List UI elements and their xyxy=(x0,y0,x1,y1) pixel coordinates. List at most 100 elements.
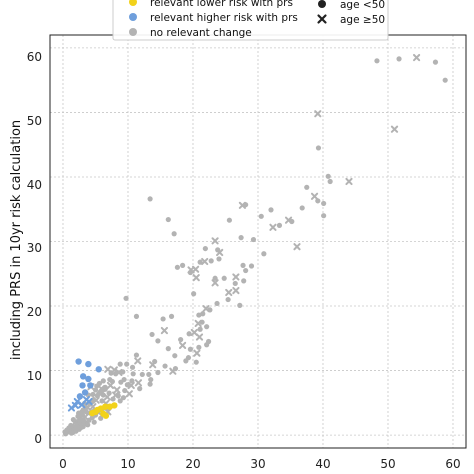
data-point-age-under-50 xyxy=(174,264,180,270)
data-point-age-under-50 xyxy=(147,196,153,202)
data-point-age-under-50 xyxy=(168,313,175,319)
data-point-age-under-50 xyxy=(95,366,102,373)
x-tick-label: 60 xyxy=(445,457,460,471)
data-point-age-under-50 xyxy=(106,403,114,410)
data-point-age-under-50 xyxy=(148,376,154,383)
data-point-age-under-50 xyxy=(121,376,127,383)
data-point-age-under-50 xyxy=(315,145,322,151)
data-point-age-under-50 xyxy=(191,291,197,297)
data-point-age-under-50 xyxy=(124,382,130,388)
data-point-age-under-50 xyxy=(117,361,123,367)
y-tick-label: 10 xyxy=(27,369,42,383)
data-point-age-under-50 xyxy=(226,217,232,223)
data-point-age-under-50 xyxy=(75,413,81,419)
data-point-age-under-50 xyxy=(196,312,202,318)
data-point-age-under-50 xyxy=(113,371,119,377)
data-point-age-under-50 xyxy=(85,375,92,383)
y-tick-label: 60 xyxy=(27,50,42,64)
data-point-age-under-50 xyxy=(237,302,243,308)
data-point-age-under-50 xyxy=(133,313,140,319)
data-point-age-under-50 xyxy=(232,280,238,287)
data-point-age-under-50 xyxy=(248,263,255,269)
data-point-age-under-50 xyxy=(75,358,82,365)
data-point-age-under-50 xyxy=(70,417,76,423)
data-point-age-under-50 xyxy=(187,269,193,276)
data-point-age-under-50 xyxy=(79,382,86,389)
data-point-age-under-50 xyxy=(171,231,177,237)
data-point-age-under-50 xyxy=(212,275,218,281)
data-point-age-under-50 xyxy=(91,419,97,425)
legend-marker-age-under-50 xyxy=(318,0,326,8)
data-point-age-under-50 xyxy=(243,267,249,274)
data-point-age-under-50 xyxy=(299,205,305,211)
data-point-age-under-50 xyxy=(197,326,203,332)
data-point-age-under-50 xyxy=(79,373,87,380)
legend-label-no-change: no relevant change xyxy=(150,27,252,39)
data-point-age-under-50 xyxy=(137,386,143,392)
data-point-age-50-plus xyxy=(106,381,115,390)
y-tick-label: 0 xyxy=(34,432,42,446)
data-point-age-under-50 xyxy=(155,338,161,344)
x-tick-label: 50 xyxy=(380,457,395,471)
data-point-age-under-50 xyxy=(241,278,247,284)
data-point-age-under-50 xyxy=(165,216,171,223)
data-point-age-under-50 xyxy=(238,235,244,241)
legend-label-age-under-50: age <50 xyxy=(340,0,385,11)
data-point-age-50-plus xyxy=(78,401,86,409)
data-point-age-under-50 xyxy=(396,56,402,62)
data-point-age-under-50 xyxy=(68,430,75,436)
data-point-age-under-50 xyxy=(99,398,105,404)
y-tick-label: 40 xyxy=(27,178,42,192)
data-point-age-50-plus xyxy=(85,397,93,406)
data-point-age-50-plus xyxy=(169,367,177,375)
x-tick-label: 10 xyxy=(120,457,135,471)
data-point-age-under-50 xyxy=(261,251,267,257)
data-point-age-50-plus xyxy=(345,177,353,186)
data-point-age-under-50 xyxy=(225,296,231,303)
data-point-age-under-50 xyxy=(185,355,192,361)
legend-marker-higher-risk xyxy=(129,13,137,21)
data-point-age-under-50 xyxy=(162,363,168,369)
grid xyxy=(50,35,466,448)
data-point-age-under-50 xyxy=(325,173,331,179)
data-point-age-under-50 xyxy=(204,342,210,348)
data-point-age-50-plus xyxy=(201,257,209,266)
data-point-age-50-plus xyxy=(192,274,200,282)
data-point-age-under-50 xyxy=(197,259,203,265)
data-point-age-50-plus xyxy=(390,125,399,133)
data-point-age-50-plus xyxy=(193,349,201,357)
data-point-age-under-50 xyxy=(178,336,184,343)
legend-label-higher-risk: relevant higher risk with prs xyxy=(150,12,298,24)
data-point-age-under-50 xyxy=(221,275,227,281)
x-axis: 0 10 20 30 40 50 60 xyxy=(59,457,460,471)
x-tick-label: 40 xyxy=(315,457,330,471)
data-point-age-50-plus xyxy=(149,361,157,369)
data-point-age-50-plus xyxy=(179,341,187,349)
data-point-age-50-plus xyxy=(413,53,421,62)
data-point-age-50-plus xyxy=(232,273,240,281)
data-point-age-50-plus xyxy=(216,248,224,257)
data-point-age-under-50 xyxy=(304,184,310,190)
data-point-age-under-50 xyxy=(258,213,264,219)
data-point-age-under-50 xyxy=(94,393,101,399)
data-point-age-under-50 xyxy=(327,178,333,185)
data-point-age-50-plus xyxy=(134,357,142,365)
data-point-age-under-50 xyxy=(207,307,213,313)
data-point-age-under-50 xyxy=(240,262,246,268)
x-tick-label: 30 xyxy=(250,457,265,471)
data-point-age-50-plus xyxy=(269,223,277,231)
data-point-age-under-50 xyxy=(124,361,130,367)
data-point-age-under-50 xyxy=(187,346,193,352)
data-point-age-under-50 xyxy=(160,316,166,322)
x-tick-label: 20 xyxy=(185,457,200,471)
data-point-age-under-50 xyxy=(96,380,102,387)
data-point-age-under-50 xyxy=(146,371,152,378)
x-tick-label: 0 xyxy=(59,457,67,471)
y-tick-label: 50 xyxy=(27,114,42,128)
data-point-age-under-50 xyxy=(180,262,186,268)
data-point-age-under-50 xyxy=(62,429,68,435)
data-point-age-50-plus xyxy=(284,216,293,224)
legend-label-age-50-plus: age ≥50 xyxy=(340,14,385,26)
data-point-age-50-plus xyxy=(211,279,219,287)
